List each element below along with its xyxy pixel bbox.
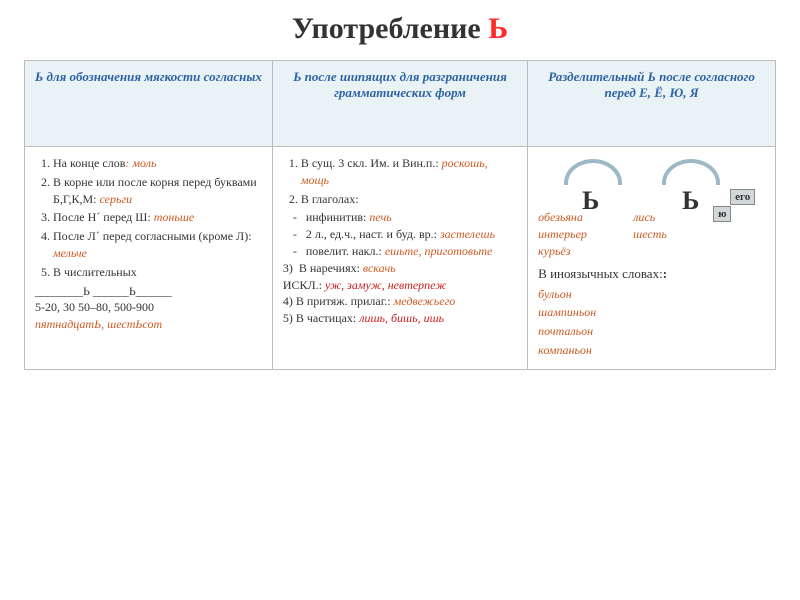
diagram: Ь Ь его ю: [538, 159, 765, 209]
arc-icon: [662, 159, 720, 185]
table-header-row: Ь для обозначения мягкости согласных Ь п…: [25, 61, 776, 147]
cell-1: На конце слов: моль В корне или после ко…: [25, 147, 273, 370]
page-title: Употребление Ь: [24, 12, 776, 46]
arc-icon: [564, 159, 622, 185]
c2-dash3: - повелит. накл.: ешьте, приготовьте: [293, 243, 517, 260]
c1-item3: После Н´ перед Ш: тоньше: [53, 209, 262, 226]
rules-table: Ь для обозначения мягкости согласных Ь п…: [24, 60, 776, 370]
c2-item5: 5) В частицах: лишь, бишь, ишь: [283, 310, 517, 327]
foreign-heading: В иноязычных словах::: [538, 265, 765, 283]
c2-item2: В глаголах:: [301, 191, 517, 208]
cell-2: В сущ. 3 скл. Им. и Вин.п.: роскошь, мощ…: [272, 147, 527, 370]
c1-item2: В корне или после корня перед буквами Б,…: [53, 174, 262, 208]
header-3: Разделительный Ь после согласного перед …: [528, 61, 776, 147]
c2-item3: 3) В наречиях: вскачь: [283, 260, 517, 277]
c1-item4: После Л´ перед согласными (кроме Л): мел…: [53, 228, 262, 262]
tag-ego: его: [730, 189, 755, 205]
title-accent: Ь: [488, 12, 508, 45]
c2-item4: 4) В притяж. прилаг.: медвежьего: [283, 293, 517, 310]
c1-item1: На конце слов: моль: [53, 155, 262, 172]
header-2: Ь после шипящих для разграничения грамма…: [272, 61, 527, 147]
c2-iskl: ИСКЛ.: уж, замуж, невтерпеж: [283, 277, 517, 294]
foreign-word: компаньон: [538, 342, 765, 359]
c2-dash2: - 2 л., ед.ч., наст. и буд. вр.: застеле…: [293, 226, 517, 243]
title-main: Употребление: [292, 12, 488, 45]
foreign-word: бульон: [538, 286, 765, 303]
c2-dash1: - инфинитив: печь: [293, 209, 517, 226]
soft-sign-1: Ь: [582, 183, 599, 219]
c1-item5: В числительных: [53, 264, 262, 281]
c2-item1: В сущ. 3 скл. Им. и Вин.п.: роскошь, мощ…: [301, 155, 517, 189]
c1-nums: 5-20, 30 50–80, 500-900: [35, 299, 262, 316]
word-pair-2: интерьер шесть: [538, 226, 765, 243]
c1-example: пятнадцатЬ, шестЬсот: [35, 316, 262, 333]
c1-blanks: ________Ь ______Ь______: [35, 283, 262, 300]
cell-3: Ь Ь его ю обезьяна лись интерьер шесть к…: [528, 147, 776, 370]
soft-sign-2: Ь: [682, 183, 699, 219]
tag-yu: ю: [713, 206, 731, 222]
foreign-word: почтальон: [538, 323, 765, 340]
table-body-row: На конце слов: моль В корне или после ко…: [25, 147, 776, 370]
word-pair-3: курьёз: [538, 243, 765, 260]
foreign-word: шампиньон: [538, 304, 765, 321]
header-1: Ь для обозначения мягкости согласных: [25, 61, 273, 147]
